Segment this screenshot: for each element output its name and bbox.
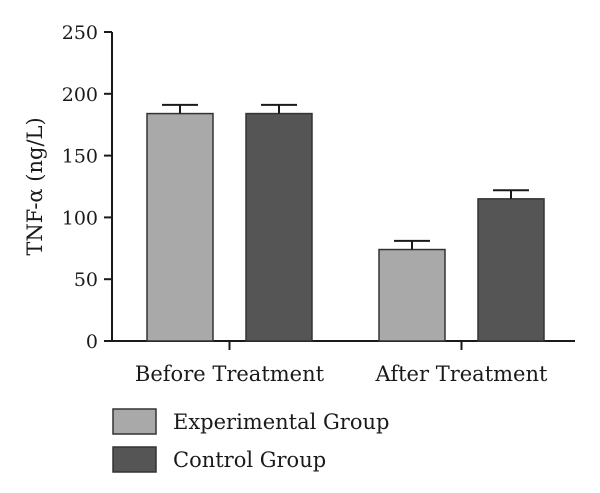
bars [146,103,545,342]
bar-control [245,112,313,342]
y-tick-label: 200 [62,84,98,106]
legend-swatch-experimental [112,408,157,435]
y-tick-label: 150 [62,146,98,168]
legend-label: Experimental Group [173,410,389,434]
bar-experimental [378,248,446,342]
legend-swatch-control [112,446,157,473]
legend: Experimental Group Control Group [112,408,389,473]
x-category-label: After Treatment [375,362,548,386]
legend-label: Control Group [173,448,326,472]
y-tick-label: 100 [62,207,98,229]
axes: 0 50 100 150 200 250 TNF-α (ng/L) Before Treatm… [23,22,575,386]
x-category-label: Before Treatment [135,362,325,386]
y-tick-label: 50 [74,269,98,291]
bar-experimental [146,112,214,342]
bar-control [477,198,545,342]
y-tick-label: 250 [62,22,98,44]
y-axis-title: TNF-α (ng/L) [23,117,47,255]
y-tick-label: 0 [86,331,98,353]
